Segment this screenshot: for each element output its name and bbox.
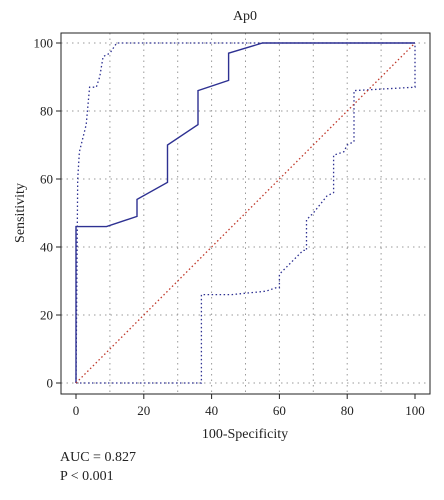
x-tick-label: 20 <box>137 403 150 418</box>
y-tick-label: 40 <box>40 240 53 255</box>
auc-value: AUC = 0.827 <box>60 450 136 465</box>
y-axis-label: Sensitivity <box>13 183 28 243</box>
grid-lines <box>61 33 430 394</box>
y-tick-label: 60 <box>40 172 53 187</box>
x-tick-label: 40 <box>205 403 218 418</box>
plot-frame <box>60 32 431 395</box>
y-tick-label: 20 <box>40 308 53 323</box>
x-tick-label: 80 <box>341 403 354 418</box>
y-tick-label: 0 <box>47 376 54 391</box>
x-tick-label: 0 <box>73 403 80 418</box>
lower-confidence-bound <box>76 43 416 384</box>
chart-title: Ap0 <box>233 9 257 24</box>
x-tick-label: 60 <box>273 403 286 418</box>
roc-curve <box>75 42 415 383</box>
x-axis-label: 100-Specificity <box>202 427 288 442</box>
x-tick-label: 100 <box>405 403 425 418</box>
axis-ticks: 0 20 40 60 80 100 0 20 40 60 80 100 <box>34 36 425 419</box>
series-layer <box>75 42 416 384</box>
reference-diagonal <box>75 42 416 384</box>
y-tick-label: 100 <box>34 36 54 51</box>
p-value: P < 0.001 <box>60 469 114 484</box>
y-tick-label: 80 <box>40 104 53 119</box>
